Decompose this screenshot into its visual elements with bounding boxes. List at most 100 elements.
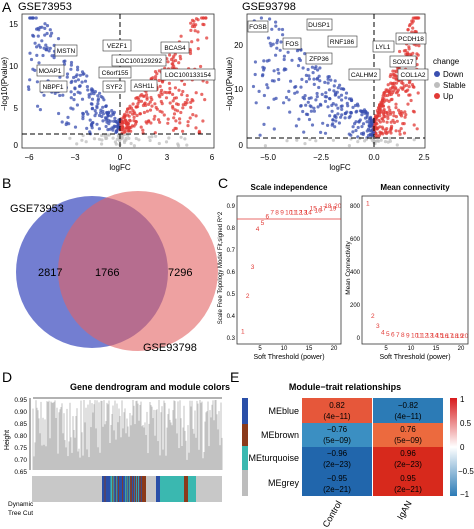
- up-point: [119, 120, 123, 124]
- down-point: [344, 91, 349, 95]
- stable-point: [331, 138, 335, 142]
- soft-threshold-point: 12: [295, 209, 303, 216]
- panel-b-label: B: [2, 175, 11, 191]
- svg-text:0.95: 0.95: [14, 397, 27, 404]
- module-color-stripe: [137, 476, 139, 502]
- up-point: [171, 99, 175, 103]
- down-point: [99, 111, 103, 115]
- module-swatch-turquoise: [242, 446, 248, 470]
- down-point: [276, 68, 280, 72]
- up-point: [171, 104, 175, 109]
- up-point: [171, 92, 175, 96]
- gene-label-c6orf155: C6orf155: [98, 66, 132, 79]
- up-point: [150, 98, 154, 102]
- stable-point: [376, 139, 380, 143]
- down-point: [351, 130, 355, 134]
- up-point: [205, 36, 209, 40]
- stable-point: [118, 139, 122, 143]
- up-point: [126, 113, 130, 117]
- stable-point: [383, 140, 388, 144]
- down-point: [319, 130, 323, 134]
- gene-label-nbpf1: NBPF1: [39, 80, 68, 93]
- up-point: [173, 86, 177, 90]
- up-point: [180, 93, 184, 97]
- up-point: [194, 91, 198, 95]
- up-point: [166, 60, 170, 64]
- volcano-right-xtick: 2.5: [418, 153, 430, 162]
- soft-threshold-point: 16: [315, 207, 323, 214]
- up-point: [409, 98, 413, 103]
- stable-point: [157, 141, 161, 146]
- up-point: [392, 76, 396, 80]
- down-point: [370, 121, 374, 125]
- svg-text:PCDH18: PCDH18: [398, 36, 424, 43]
- down-point: [257, 89, 261, 93]
- up-point: [164, 96, 169, 100]
- down-point: [101, 112, 105, 116]
- down-point: [254, 101, 258, 105]
- down-point: [302, 130, 306, 134]
- up-point: [395, 119, 399, 123]
- soft-threshold-point: 5: [261, 220, 265, 227]
- up-point: [135, 113, 139, 118]
- down-point: [326, 77, 330, 81]
- legend-stable-swatch: [434, 82, 440, 88]
- down-point: [323, 95, 327, 99]
- down-point: [295, 90, 299, 94]
- gene-label-ash1l: ASH1L: [130, 79, 158, 92]
- down-point: [301, 66, 305, 70]
- down-point: [86, 88, 90, 92]
- down-point: [81, 117, 85, 121]
- up-point: [162, 113, 166, 117]
- soft-threshold-point: 7: [270, 209, 274, 216]
- down-point: [251, 84, 256, 89]
- down-point: [86, 112, 90, 116]
- down-point: [107, 122, 111, 126]
- module-color-stripe: [116, 476, 118, 502]
- stable-point: [81, 133, 85, 138]
- down-point: [105, 116, 109, 120]
- down-point: [97, 127, 101, 131]
- down-point: [309, 96, 313, 100]
- svg-text:15: 15: [306, 346, 313, 352]
- svg-text:0.96: 0.96: [400, 449, 416, 458]
- svg-text:(2e−23): (2e−23): [323, 460, 351, 469]
- svg-text:RNF186: RNF186: [330, 39, 355, 46]
- down-point: [78, 73, 82, 77]
- svg-text:0.70: 0.70: [14, 457, 27, 464]
- up-point: [377, 111, 381, 115]
- stable-point: [111, 136, 115, 140]
- down-point: [261, 65, 265, 69]
- up-point: [172, 112, 177, 116]
- down-point: [321, 121, 325, 125]
- module-color-stripe: [113, 476, 115, 502]
- gene-label-sox17: SOX17: [389, 55, 417, 68]
- down-point: [260, 74, 265, 78]
- soft-threshold-point: 3: [251, 264, 255, 271]
- connectivity-point: 16: [441, 333, 449, 340]
- up-point: [129, 106, 134, 110]
- up-point: [168, 101, 172, 105]
- up-point: [153, 114, 157, 118]
- down-point: [346, 104, 350, 108]
- up-point: [171, 128, 176, 132]
- up-point: [160, 92, 164, 96]
- down-point: [287, 89, 291, 93]
- up-point: [406, 102, 410, 106]
- up-point: [407, 45, 411, 49]
- down-point: [314, 98, 318, 102]
- up-point: [385, 110, 389, 114]
- connectivity-point: 6: [391, 332, 395, 339]
- down-point: [265, 59, 269, 63]
- down-point: [83, 79, 88, 83]
- up-point: [149, 77, 153, 81]
- down-point: [293, 91, 297, 95]
- svg-text:200: 200: [350, 303, 361, 309]
- down-point: [43, 22, 47, 26]
- stable-point: [122, 133, 127, 137]
- down-point: [47, 49, 51, 53]
- svg-text:(4e−11): (4e−11): [394, 412, 422, 421]
- down-point: [310, 65, 314, 69]
- down-point: [28, 16, 32, 20]
- gene-label-zfp36: ZFP36: [305, 52, 333, 65]
